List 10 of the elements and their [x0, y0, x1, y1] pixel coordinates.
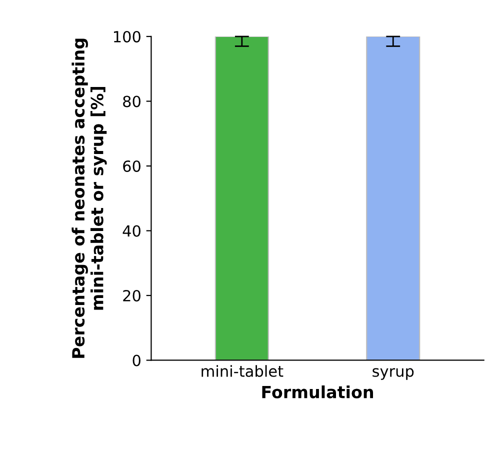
y-tick-label: 20: [123, 290, 140, 302]
y-tick-label: 0: [132, 354, 140, 366]
y-tick-label: 80: [123, 96, 140, 108]
x-tick-label: syrup: [372, 368, 414, 380]
y-tick-label: 40: [122, 225, 140, 237]
y-tick-label: 60: [123, 160, 140, 172]
x-tick-label: mini-tablet: [202, 365, 284, 377]
y-axis-title: Percentage of neonates accepting mini-tablet or syrup [%]: [72, 38, 107, 358]
y-tick-label: 100: [114, 30, 140, 42]
x-axis-title: Formulation: [262, 385, 374, 398]
